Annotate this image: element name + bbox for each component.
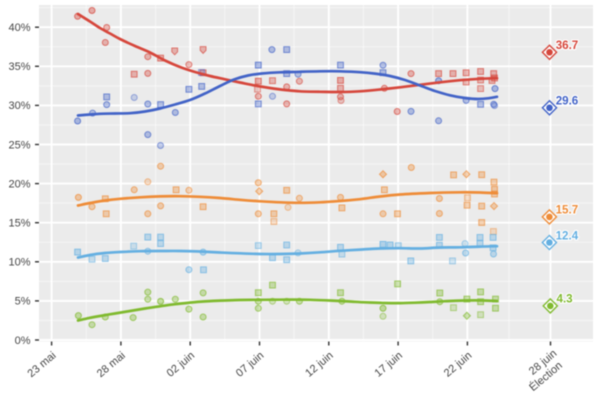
svg-text:4.3: 4.3 (557, 293, 574, 306)
svg-text:28 mai: 28 mai (95, 350, 128, 380)
svg-text:12 juin: 12 juin (303, 350, 336, 380)
svg-text:22 juin: 22 juin (442, 350, 475, 380)
svg-text:10%: 10% (8, 257, 30, 269)
svg-text:07 juin: 07 juin (234, 350, 267, 380)
svg-text:15%: 15% (8, 218, 30, 230)
svg-text:12.4: 12.4 (556, 229, 579, 242)
svg-text:20%: 20% (8, 178, 30, 190)
svg-text:0%: 0% (15, 335, 31, 347)
svg-text:02 juin: 02 juin (165, 350, 198, 380)
svg-text:29.6: 29.6 (556, 95, 579, 108)
svg-text:36.7: 36.7 (556, 39, 579, 52)
svg-text:23 mai: 23 mai (26, 350, 59, 380)
svg-text:25%: 25% (8, 139, 30, 151)
svg-text:5%: 5% (15, 296, 31, 308)
svg-text:15.7: 15.7 (556, 204, 579, 217)
svg-text:30%: 30% (8, 100, 30, 112)
svg-text:40%: 40% (8, 22, 30, 34)
svg-text:17 juin: 17 juin (372, 350, 405, 380)
svg-text:35%: 35% (8, 61, 30, 73)
